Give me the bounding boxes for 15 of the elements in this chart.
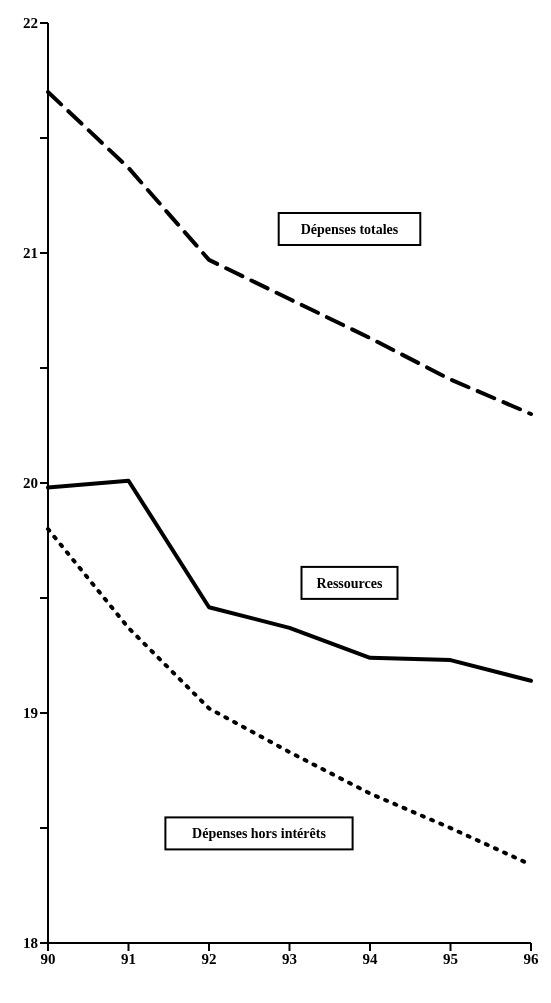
x-tick-label: 95 (443, 950, 458, 967)
y-tick-label: 22 (23, 15, 38, 32)
y-tick-label: 19 (23, 705, 38, 722)
x-tick-label: 96 (523, 950, 539, 967)
x-tick-label: 92 (201, 950, 217, 967)
y-tick-label: 21 (23, 245, 38, 262)
x-tick-label: 90 (40, 950, 56, 967)
y-tick-label: 18 (23, 935, 38, 952)
name-box: Dépenses hors intérêts (164, 816, 354, 851)
y-tick-label: 20 (23, 475, 38, 492)
x-tick-label: 93 (282, 950, 297, 967)
x-tick-label: 94 (362, 950, 378, 967)
name-box: Ressources (300, 565, 399, 600)
name-box: Dépenses totales (277, 212, 422, 246)
x-tick-label: 91 (121, 950, 136, 967)
